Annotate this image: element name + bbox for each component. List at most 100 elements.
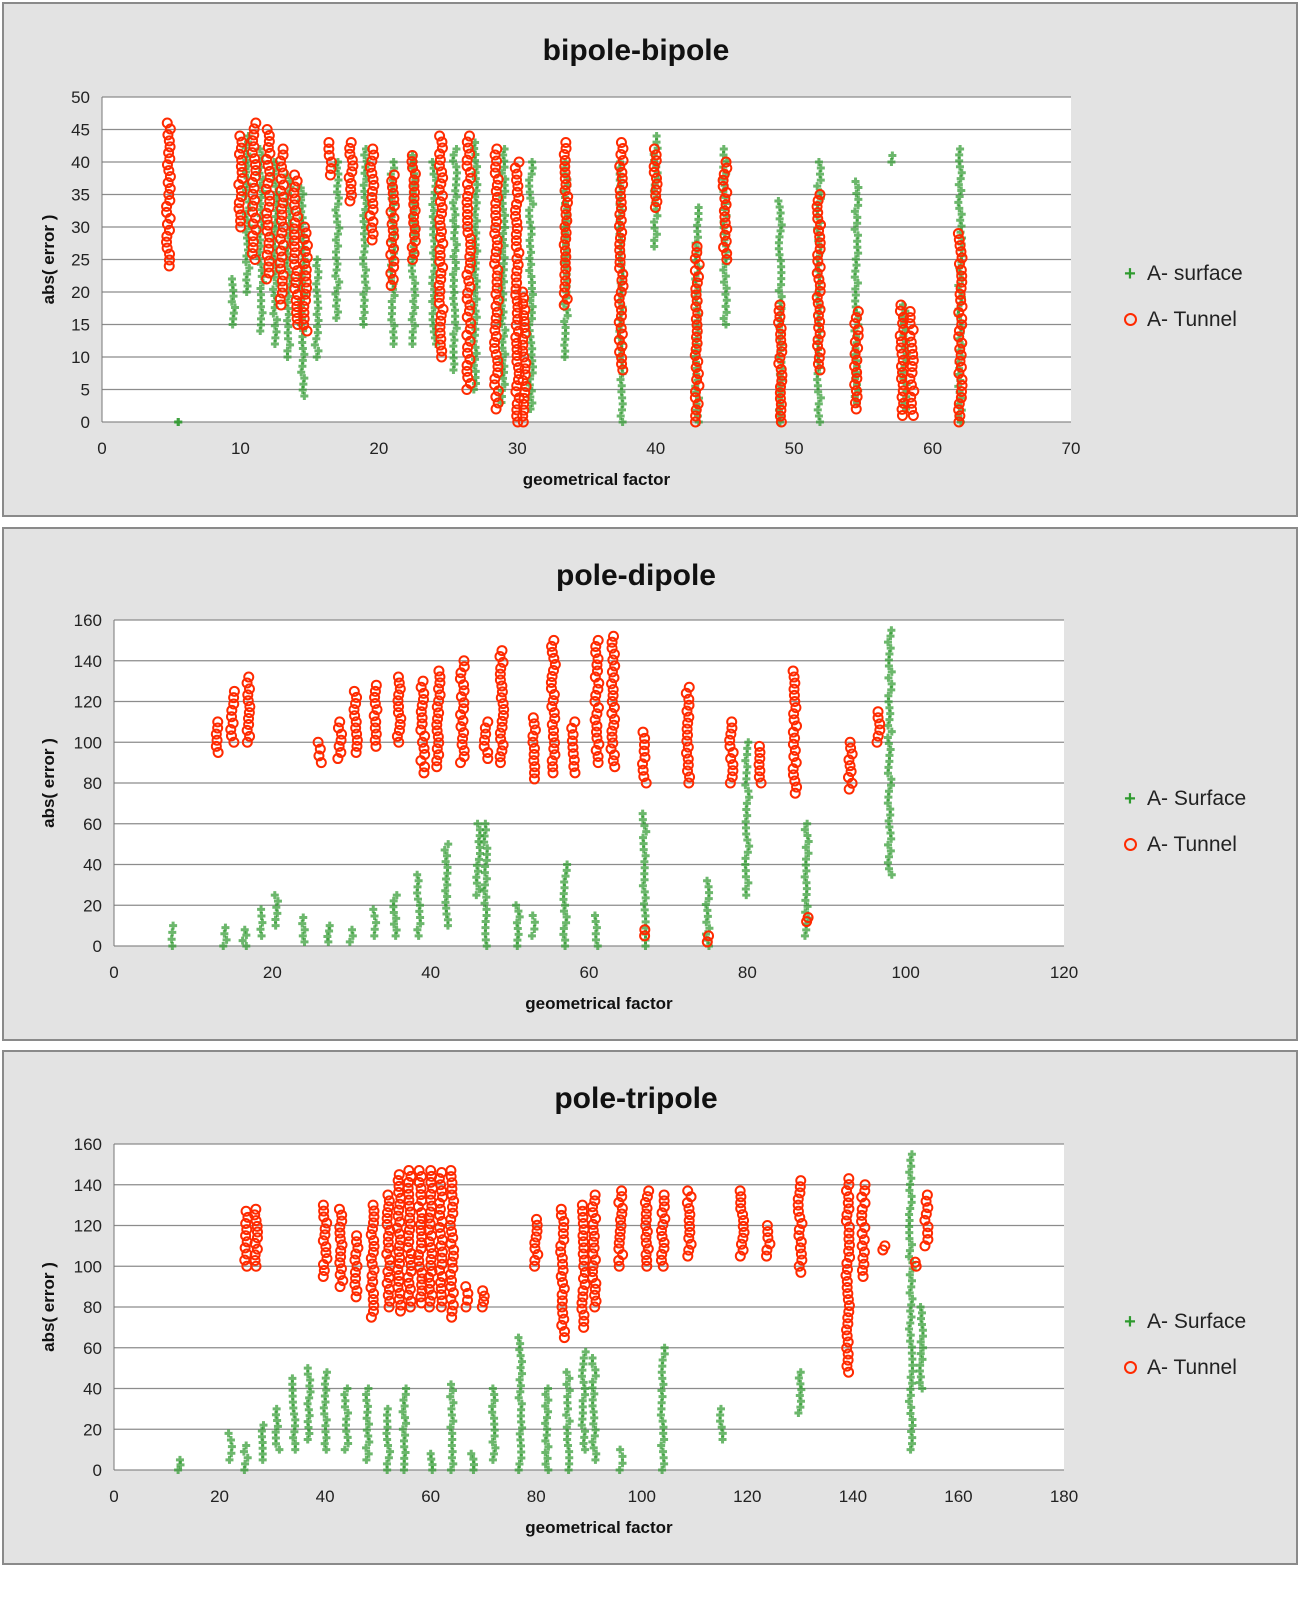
data-point-tunnel (606, 707, 618, 719)
data-point-tunnel (617, 364, 629, 376)
data-point-tunnel (511, 253, 523, 265)
data-point-surface (500, 163, 509, 172)
data-point-tunnel (703, 930, 715, 942)
data-point-tunnel (681, 723, 693, 735)
data-point-tunnel (463, 305, 475, 317)
data-point-tunnel (461, 154, 473, 166)
data-point-tunnel (897, 317, 909, 329)
data-point-tunnel (445, 1213, 457, 1225)
data-point-surface (284, 334, 293, 343)
data-point-tunnel (558, 1332, 570, 1344)
data-point-tunnel (210, 728, 222, 740)
data-point-tunnel (511, 168, 523, 180)
data-point-tunnel (446, 1177, 458, 1189)
data-point-tunnel (724, 734, 736, 746)
data-point-surface (258, 918, 267, 927)
data-point-tunnel (789, 744, 801, 756)
data-point-tunnel (225, 711, 237, 723)
data-point-tunnel (263, 201, 275, 213)
data-point-tunnel (489, 228, 501, 240)
data-point-surface (564, 1466, 573, 1474)
data-point-tunnel (301, 252, 313, 264)
data-point-tunnel (846, 777, 858, 789)
data-point-tunnel (491, 240, 503, 252)
data-point-surface (389, 920, 398, 929)
chart-title: pole-dipole (556, 559, 716, 592)
data-point-tunnel (403, 1164, 415, 1176)
data-point-surface (408, 273, 417, 282)
data-point-tunnel (436, 166, 448, 178)
data-point-tunnel (815, 219, 827, 231)
data-point-tunnel (904, 318, 916, 330)
data-point-tunnel (314, 743, 326, 755)
x-axis-label: geometrical factor (525, 1518, 673, 1537)
data-point-tunnel (394, 1252, 406, 1264)
data-point-tunnel (323, 137, 335, 148)
data-point-tunnel (368, 1205, 380, 1217)
data-point-tunnel (317, 1259, 329, 1271)
data-point-surface (387, 315, 396, 324)
data-point-tunnel (370, 716, 382, 728)
data-point-surface (804, 849, 813, 858)
data-point-tunnel (511, 398, 523, 410)
data-point-surface (652, 230, 661, 239)
data-point-tunnel (350, 716, 362, 728)
data-point-tunnel (344, 148, 356, 160)
data-point-tunnel (657, 1219, 669, 1231)
data-point-tunnel (228, 736, 240, 748)
data-point-tunnel (434, 321, 446, 333)
data-point-surface (565, 1417, 574, 1426)
data-point-tunnel (754, 765, 766, 777)
data-point-tunnel (559, 155, 571, 167)
data-point-tunnel (447, 1262, 459, 1274)
data-point-tunnel (547, 761, 559, 773)
data-point-surface (474, 867, 483, 876)
data-point-tunnel (690, 313, 702, 325)
data-point-surface (258, 1455, 267, 1464)
data-point-tunnel (336, 1215, 348, 1227)
data-point-tunnel (592, 757, 604, 769)
data-point-surface (803, 902, 812, 911)
data-point-surface (272, 315, 281, 324)
data-point-surface (389, 908, 398, 917)
data-point-tunnel (896, 410, 908, 421)
data-point-tunnel (490, 185, 502, 197)
data-point-surface (300, 937, 309, 946)
data-point-tunnel (465, 239, 477, 251)
data-point-tunnel (289, 169, 301, 181)
data-point-tunnel (615, 310, 627, 322)
data-point-surface (638, 815, 647, 824)
data-point-surface (219, 942, 228, 950)
data-point-tunnel (616, 340, 628, 352)
data-point-tunnel (683, 699, 695, 711)
data-point-tunnel (548, 743, 560, 755)
data-point-surface (501, 187, 510, 196)
data-point-tunnel (953, 367, 965, 379)
data-point-tunnel (298, 221, 310, 233)
data-point-tunnel (250, 1215, 262, 1227)
data-point-tunnel (444, 1268, 456, 1280)
data-point-tunnel (458, 745, 470, 757)
data-point-tunnel (556, 1295, 568, 1307)
data-point-tunnel (734, 1250, 746, 1262)
data-point-tunnel (497, 656, 509, 668)
data-point-surface (513, 942, 522, 950)
data-point-surface (527, 248, 536, 257)
data-point-tunnel (388, 243, 400, 255)
data-point-tunnel (607, 690, 619, 702)
data-point-tunnel (527, 736, 539, 748)
data-point-tunnel (813, 322, 825, 334)
data-point-surface (320, 1409, 329, 1418)
data-point-tunnel (871, 736, 883, 748)
data-point-tunnel (566, 735, 578, 747)
data-point-surface (915, 1378, 924, 1387)
data-point-surface (693, 233, 702, 242)
data-point-tunnel (858, 1246, 870, 1258)
data-point-tunnel (393, 1293, 405, 1305)
data-point-surface (800, 825, 809, 834)
data-point-surface (801, 896, 810, 905)
data-point-tunnel (872, 730, 884, 742)
data-point-tunnel (511, 410, 523, 422)
data-point-tunnel (317, 1199, 329, 1211)
data-point-surface (907, 1282, 916, 1291)
